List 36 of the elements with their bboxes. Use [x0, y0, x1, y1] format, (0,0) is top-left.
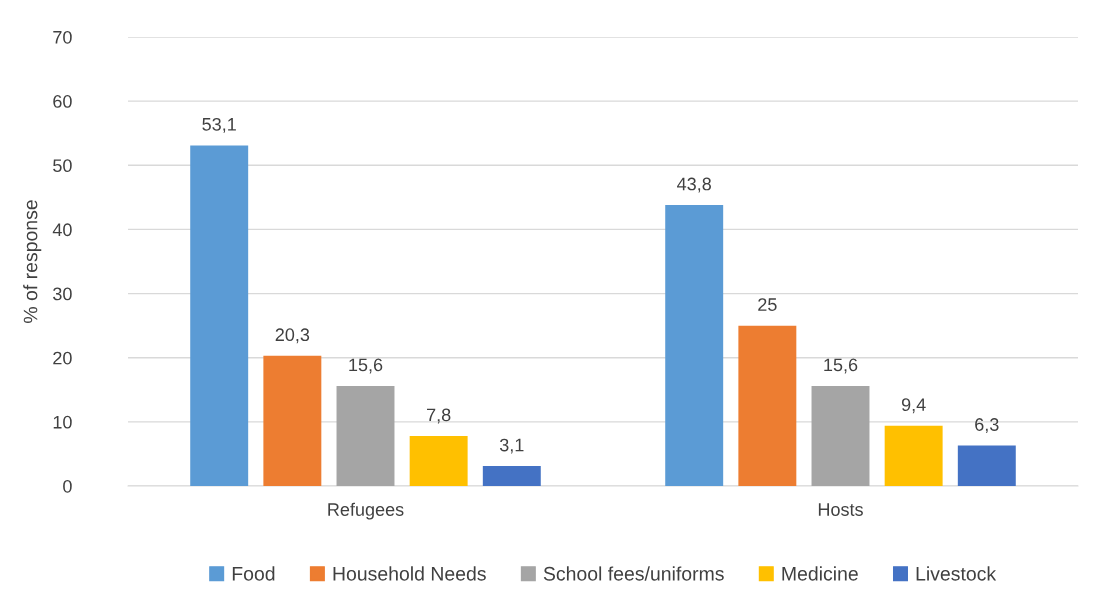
y-tick-label: 0	[63, 479, 72, 493]
data-label: 9,4	[901, 398, 926, 414]
bar	[263, 355, 322, 486]
y-tick-label: 60	[53, 95, 72, 108]
data-label: 25	[758, 298, 777, 311]
legend-label: Livestock	[916, 566, 997, 581]
y-tick-label: 50	[53, 159, 72, 173]
data-label: 6,3	[975, 418, 999, 434]
bar	[738, 325, 797, 486]
bar	[957, 445, 1016, 486]
data-label: 15,6	[824, 358, 858, 374]
bar	[811, 385, 870, 486]
y-tick-label: 20	[53, 351, 72, 365]
x-tick-label: Hosts	[818, 503, 863, 516]
legend-label: Household Needs	[333, 566, 486, 581]
bar	[336, 385, 395, 486]
bar	[665, 205, 724, 486]
y-tick-label: 30	[53, 287, 72, 301]
bar	[884, 425, 943, 486]
y-tick-label: 40	[52, 223, 72, 237]
data-label: 3,1	[499, 438, 524, 454]
y-tick-label: 70	[53, 30, 72, 44]
legend-label: Food	[232, 566, 275, 581]
data-label: 20,3	[275, 328, 310, 344]
y-tick-label: 10	[53, 415, 72, 429]
bar	[409, 435, 468, 486]
data-label: 53,1	[202, 117, 236, 133]
data-label: 15,6	[349, 358, 383, 374]
bar	[482, 466, 541, 486]
bar	[190, 145, 249, 486]
y-axis-title: % of response	[23, 200, 42, 323]
data-label: 7,8	[427, 408, 451, 424]
data-label: 43,8	[677, 177, 711, 193]
x-tick-label: Refugees	[328, 502, 404, 520]
legend-label: Medicine	[782, 566, 858, 581]
legend-label: School fees/uniforms	[543, 566, 724, 581]
